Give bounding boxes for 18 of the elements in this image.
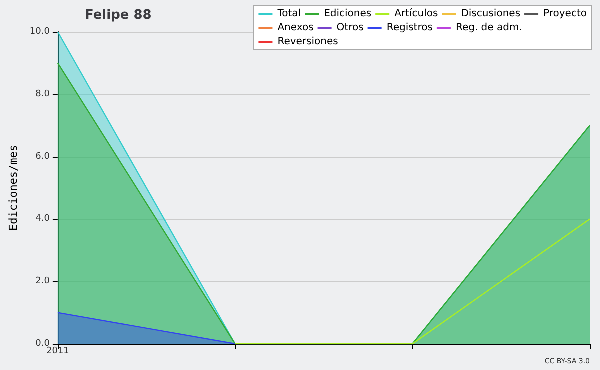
chart-title: Felipe 88: [85, 8, 152, 23]
legend-label: Anexos: [278, 22, 314, 34]
x-tick-label: 2011: [46, 346, 70, 356]
y-axis-title: Ediciones/mes: [7, 144, 20, 232]
legend-label: Total: [276, 8, 302, 20]
legend-label: Otros: [336, 22, 364, 34]
legend-label: Artículos: [394, 8, 438, 20]
legend-label: Proyecto: [544, 8, 588, 20]
y-tick-label: 6.0: [36, 152, 50, 162]
legend-label: Registros: [386, 22, 433, 34]
legend-label: Reg. de adm.: [456, 22, 522, 34]
y-tick-label: 10.0: [30, 27, 50, 37]
y-tick-label: 2.0: [36, 276, 50, 287]
legend-label: Discusiones: [461, 8, 521, 20]
y-tick-label: 4.0: [36, 214, 50, 224]
y-tick-label: 8.0: [36, 89, 50, 100]
legend-label: Reversiones: [278, 36, 338, 48]
legend-label: Ediciones: [324, 8, 372, 20]
